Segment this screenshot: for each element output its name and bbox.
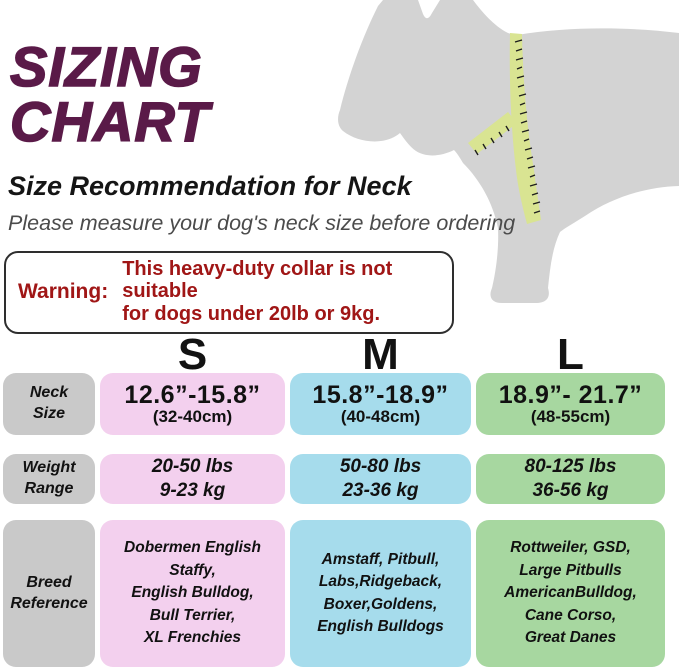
neck-cm-l: (48-55cm) xyxy=(530,407,611,427)
weight-s-cell: 20-50 lbs 9-23 kg xyxy=(100,454,285,504)
neck-range-l: 18.9”- 21.7” xyxy=(498,380,643,409)
breed-reference-row: Breed Reference Dobermen English Staffy,… xyxy=(3,520,676,667)
measuring-tape-icon xyxy=(468,33,541,224)
row-label-weight-range: Weight Range xyxy=(3,454,95,504)
neck-cm-s: (32-40cm) xyxy=(152,407,233,427)
neck-size-m-cell: 15.8”-18.9” (40-48cm) xyxy=(290,373,471,435)
size-m-header: M xyxy=(362,330,399,379)
weight-m-cell: 50-80 lbs 23-36 kg xyxy=(290,454,471,504)
weight-l-cell: 80-125 lbs 36-56 kg xyxy=(476,454,665,504)
warning-box: Warning: This heavy-duty collar is not s… xyxy=(4,251,454,335)
dog-silhouette xyxy=(338,0,679,303)
measuring-tape-end xyxy=(468,112,517,154)
dog-silhouette-image xyxy=(338,0,679,303)
neck-range-s: 12.6”-15.8” xyxy=(124,380,261,409)
measuring-tape-ticks xyxy=(474,39,541,214)
row-label-breed-reference: Breed Reference xyxy=(3,520,95,667)
size-l-header: L xyxy=(557,330,584,379)
measure-note: Please measure your dog's neck size befo… xyxy=(8,211,516,235)
size-header-row: S M L xyxy=(3,330,676,379)
size-s-header: S xyxy=(177,330,208,379)
neck-cm-m: (40-48cm) xyxy=(340,407,421,427)
page-title: SIZING CHART xyxy=(9,35,210,153)
breed-m-cell: Amstaff, Pitbull, Labs,Ridgeback, Boxer,… xyxy=(290,520,471,667)
breed-s-cell: Dobermen English Staffy, English Bulldog… xyxy=(100,520,285,667)
size-table: S M L Neck Size 12.6”-15.8” (32-40cm) 15… xyxy=(3,330,676,672)
breed-l-cell: Rottweiler, GSD, Large Pitbulls American… xyxy=(476,520,665,667)
weight-range-row: Weight Range 20-50 lbs 9-23 kg 50-80 lbs… xyxy=(3,454,676,504)
neck-size-row: Neck Size 12.6”-15.8” (32-40cm) 15.8”-18… xyxy=(3,373,676,435)
neck-size-l-cell: 18.9”- 21.7” (48-55cm) xyxy=(476,373,665,435)
neck-size-s-cell: 12.6”-15.8” (32-40cm) xyxy=(100,373,285,435)
neck-range-m: 15.8”-18.9” xyxy=(312,380,449,409)
warning-label: Warning: xyxy=(18,279,109,303)
row-label-neck-size: Neck Size xyxy=(3,373,95,435)
warning-text: This heavy-duty collar is not suitable f… xyxy=(122,258,393,325)
subtitle: Size Recommendation for Neck xyxy=(8,171,412,201)
